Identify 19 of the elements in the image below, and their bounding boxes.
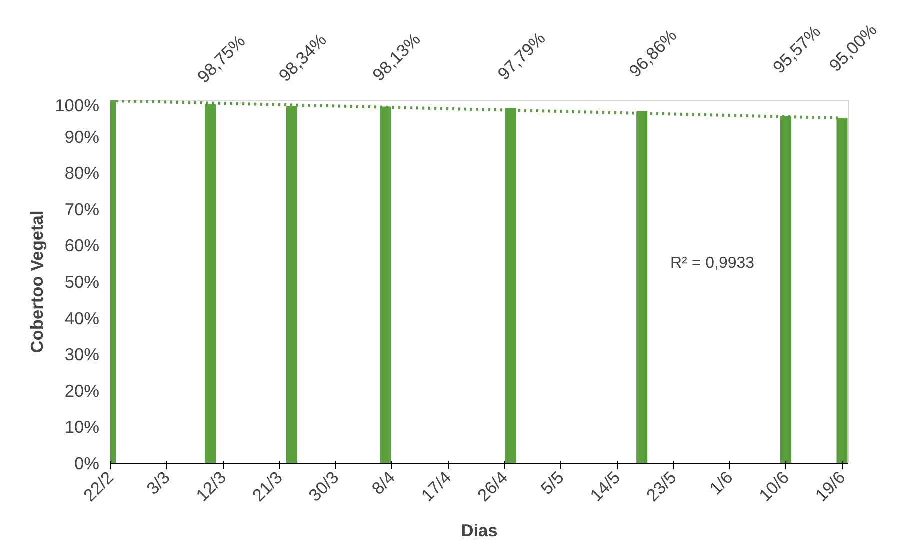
- x-tick-label: 30/3: [304, 467, 343, 506]
- y-tick-label: 60%: [64, 236, 100, 256]
- y-tick-label: 30%: [64, 344, 100, 365]
- annotation: R² = 0,9933: [670, 255, 755, 272]
- x-tick-label: 3/3: [142, 467, 174, 499]
- y-tick-label: 20%: [64, 380, 100, 401]
- x-axis-title: Dias: [461, 520, 498, 540]
- y-tick-label: 40%: [64, 308, 100, 328]
- y-axis-title: Cobertoo Vegetal: [27, 210, 48, 354]
- y-tick-label: 10%: [64, 417, 100, 438]
- y-tick-label: 80%: [64, 163, 100, 184]
- x-tick-label: 5/5: [536, 467, 568, 499]
- y-tick-label: 0%: [74, 454, 100, 474]
- y-tick-label: 90%: [64, 126, 100, 147]
- x-tick-label: 1/6: [706, 467, 737, 499]
- y-tick-label: 50%: [64, 272, 100, 292]
- y-tick-label: 70%: [64, 199, 100, 220]
- x-tick-label: 8/4: [368, 467, 400, 499]
- y-tick-label: 100%: [55, 96, 100, 116]
